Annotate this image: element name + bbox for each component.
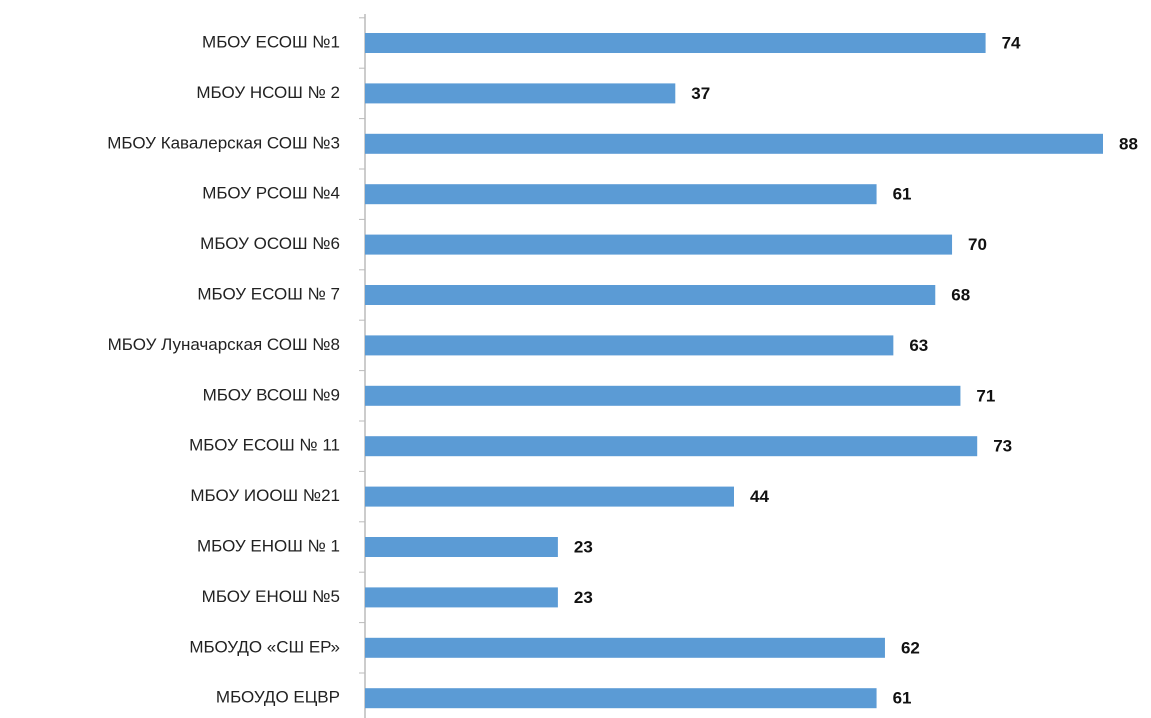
bar [365, 33, 986, 53]
data-label: 62 [901, 638, 920, 657]
y-tick-label: МБОУ ИООШ №21 [190, 486, 340, 505]
y-tick-label: МБОУ РСОШ №4 [202, 184, 340, 203]
y-tick-label: МБОУ ЕСОШ №1 [202, 32, 340, 51]
bar [365, 234, 953, 255]
y-tick-label: МБОУ ВСОШ №9 [203, 385, 340, 404]
bar [365, 385, 961, 406]
y-tick-label: МБОУ Луначарская СОШ №8 [108, 335, 340, 354]
bar [365, 436, 978, 457]
bar [365, 637, 885, 658]
data-label: 44 [750, 487, 769, 506]
data-label: 23 [574, 537, 593, 556]
y-tick-label: МБОУ Кавалерская СОШ №3 [107, 133, 340, 152]
bar [365, 537, 558, 557]
data-label: 23 [574, 588, 593, 607]
y-tick-label: МБОУ ЕНОШ №5 [202, 587, 340, 606]
data-label: 61 [893, 689, 912, 708]
bar [365, 184, 877, 205]
y-tick-label: МБОУ ЕСОШ № 11 [189, 436, 340, 455]
data-label: 63 [909, 336, 928, 355]
data-label: 73 [993, 437, 1012, 456]
data-label: 68 [951, 285, 970, 304]
y-tick-label: МБОУ НСОШ № 2 [196, 83, 340, 102]
bar [365, 133, 1103, 154]
y-tick-label: МБОУ ЕНОШ № 1 [197, 536, 340, 555]
y-tick-label: МБОУДО ЕЦВР [216, 688, 340, 707]
data-label: 61 [893, 185, 912, 204]
bar [365, 587, 558, 608]
bar [365, 285, 936, 305]
data-label: 88 [1119, 134, 1138, 153]
bar [365, 486, 734, 507]
data-label: 74 [1002, 33, 1021, 52]
y-tick-label: МБОУДО «СШ ЕР» [189, 637, 340, 656]
bar [365, 335, 894, 356]
bar [365, 83, 676, 104]
y-tick-label: МБОУ ЕСОШ № 7 [197, 284, 340, 303]
data-label: 37 [691, 84, 710, 103]
data-label: 71 [976, 386, 995, 405]
y-tick-label: МБОУ ОСОШ №6 [200, 234, 340, 253]
bar [365, 688, 877, 709]
data-label: 70 [968, 235, 987, 254]
